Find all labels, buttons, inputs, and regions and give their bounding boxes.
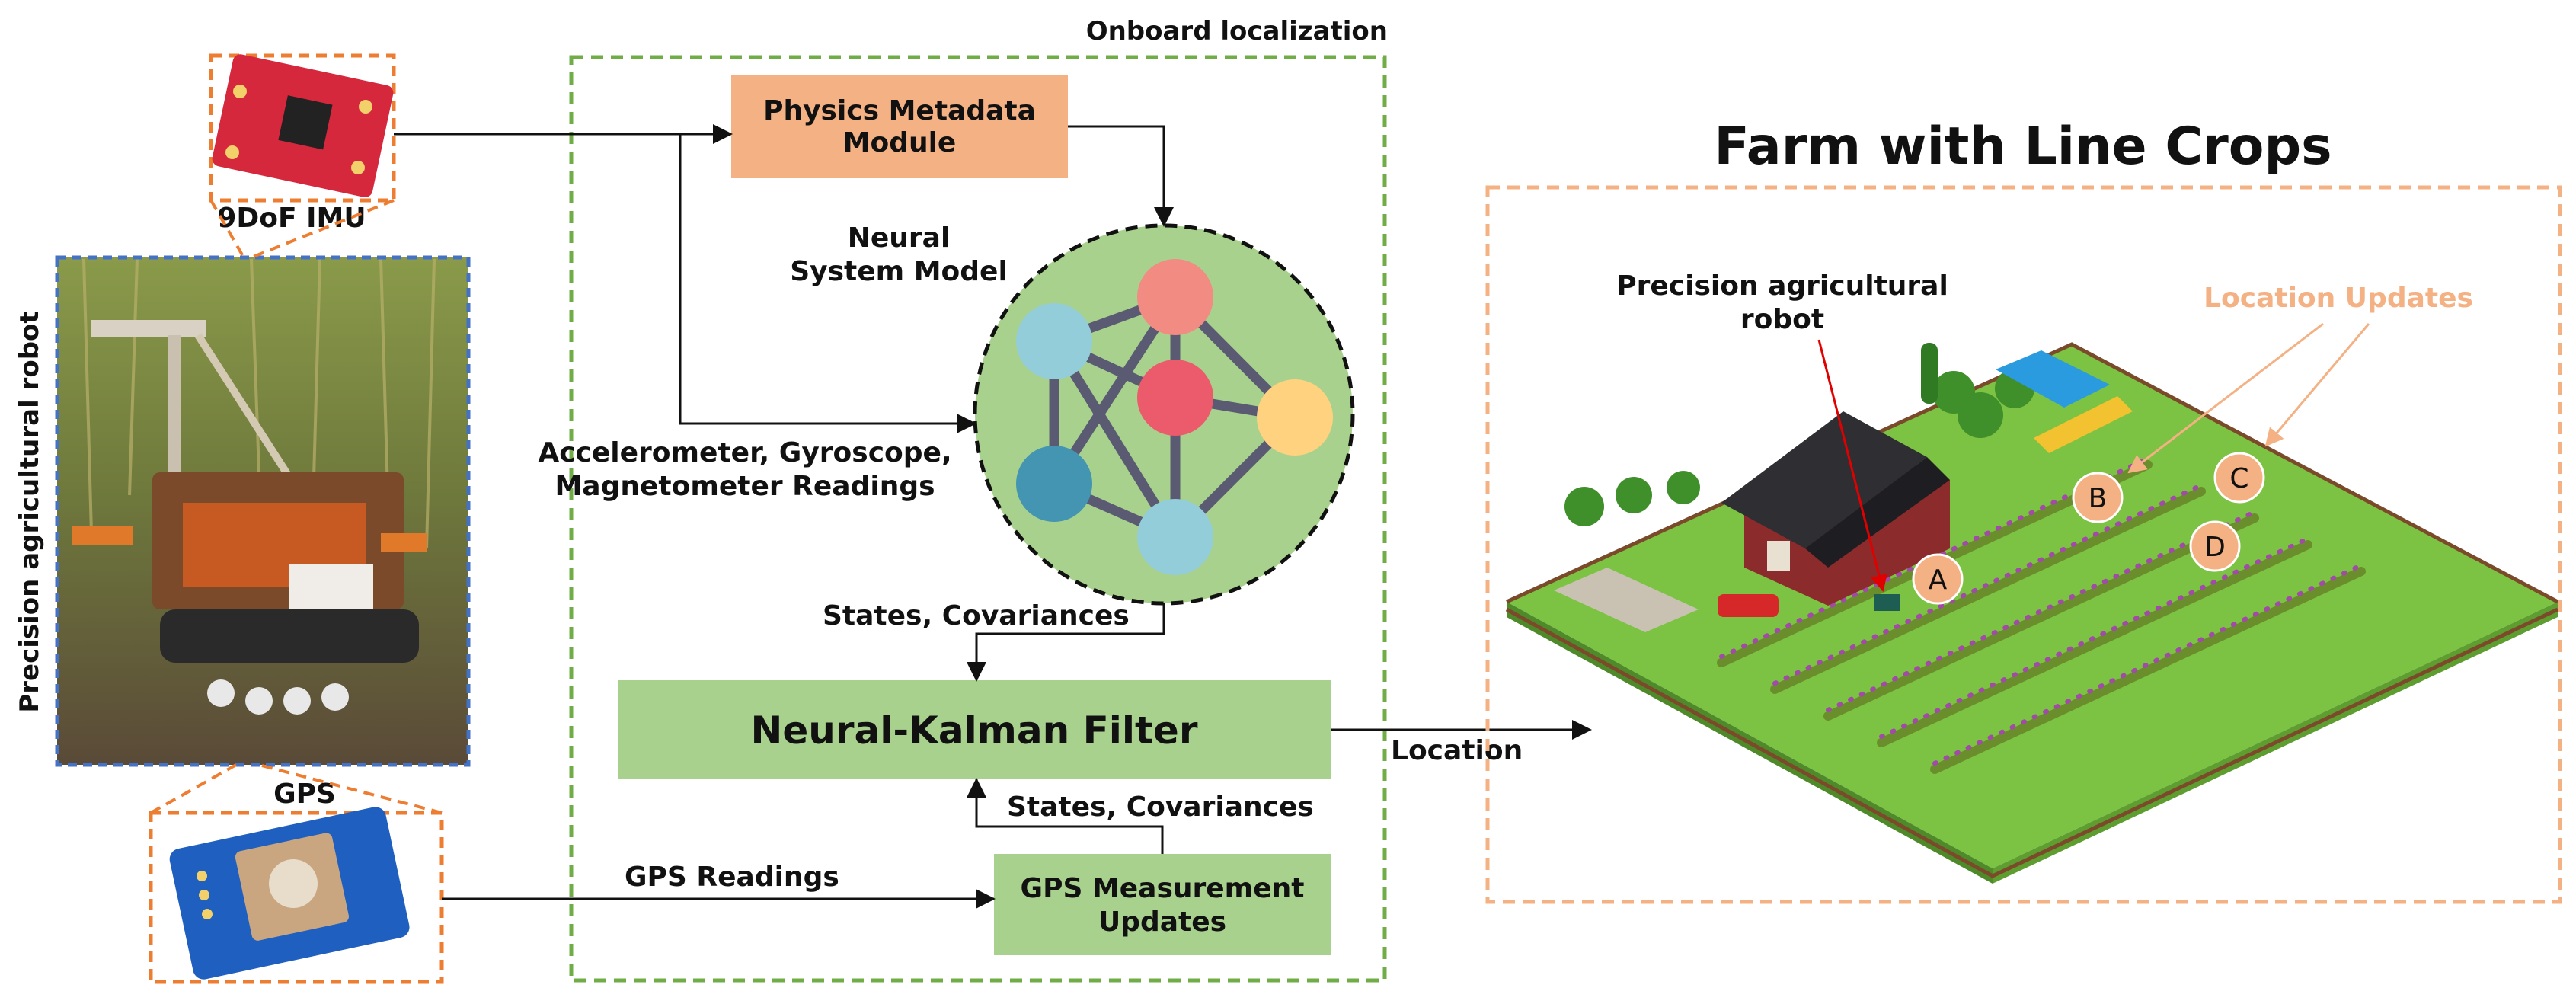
marker-d-label: D xyxy=(2204,532,2226,563)
robot-pointer-arrow xyxy=(1817,339,1887,592)
gps-border xyxy=(149,811,444,984)
gps-measurement-updates xyxy=(994,854,1331,955)
gps-update-line2: Updates xyxy=(1098,906,1226,938)
gps-fan-left xyxy=(150,763,237,814)
robot-side-label: Precision agricultural robot xyxy=(14,311,45,712)
gps-label: GPS xyxy=(273,779,336,810)
imu-border xyxy=(209,53,396,203)
location-update-arrow-1 xyxy=(2127,322,2324,474)
farm-illustration xyxy=(1505,342,2559,884)
imu-fan-left xyxy=(209,200,245,258)
marker-c: C xyxy=(2213,452,2265,504)
states-covariances-bottom: States, Covariances xyxy=(1007,791,1314,823)
arrow-imu-to-neural xyxy=(679,134,976,433)
neural-model-line1: Neural xyxy=(848,222,951,254)
location-updates-label: Location Updates xyxy=(2204,283,2473,314)
farm-border xyxy=(1485,185,2562,904)
imu-board-icon xyxy=(212,54,394,197)
robot-photo-border xyxy=(55,255,471,767)
robot-photo xyxy=(57,257,468,765)
robot-label-line1: Precision agricultural xyxy=(1616,270,1948,302)
onboard-localization-label: Onboard localization xyxy=(1086,16,1388,46)
states-covariances-top: States, Covariances xyxy=(823,600,1130,631)
gps-fan-right xyxy=(258,763,443,814)
physics-metadata-module xyxy=(731,75,1068,178)
arrow-gpsupdate-to-nkf xyxy=(967,778,1164,854)
neural-network-icon xyxy=(973,223,1355,606)
imu-fan-right xyxy=(251,199,395,259)
physics-module-line1: Physics Metadata xyxy=(763,95,1036,126)
sensor-readings-line2: Magnetometer Readings xyxy=(555,471,935,502)
robot-label-line2: robot xyxy=(1740,304,1824,335)
gps-readings-label: GPS Readings xyxy=(625,862,839,893)
arrow-neural-to-nkf xyxy=(967,603,1165,682)
marker-d: D xyxy=(2189,520,2241,572)
marker-b: B xyxy=(2072,472,2124,523)
marker-a-label: A xyxy=(1929,564,1948,596)
marker-a: A xyxy=(1912,553,1964,605)
arrow-physics-to-neural xyxy=(1068,125,1174,227)
sensor-readings-line1: Accelerometer, Gyroscope, xyxy=(538,437,951,468)
location-label: Location xyxy=(1391,735,1523,766)
marker-b-label: B xyxy=(2089,483,2108,514)
onboard-localization-border xyxy=(569,55,1387,983)
marker-c-label: C xyxy=(2229,463,2248,494)
physics-module-line2: Module xyxy=(843,127,957,158)
neural-kalman-filter xyxy=(618,680,1331,779)
nkf-label: Neural-Kalman Filter xyxy=(750,708,1197,753)
farm-title: Farm with Line Crops xyxy=(1714,117,2332,177)
imu-label: 9DoF IMU xyxy=(217,203,366,234)
gps-update-line1: GPS Measurement xyxy=(1021,873,1305,904)
location-update-arrow-2 xyxy=(2264,323,2370,447)
gps-board-icon xyxy=(169,807,410,980)
neural-model-line2: System Model xyxy=(790,256,1008,287)
